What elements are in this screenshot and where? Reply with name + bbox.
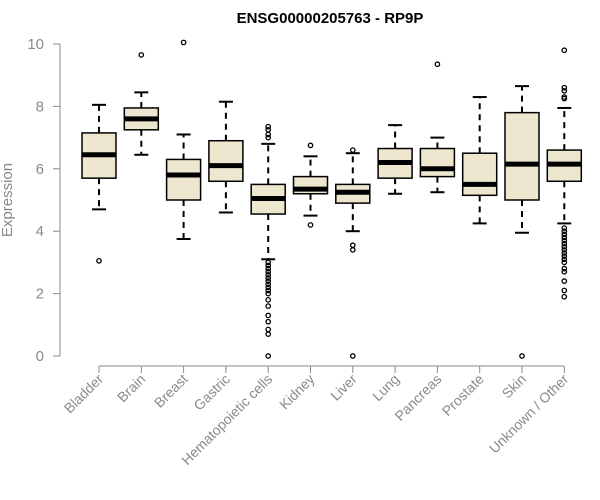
box-group (292, 142, 329, 228)
outlier-point (561, 225, 568, 231)
outlier-point (265, 272, 272, 278)
x-tick-label: Pancreas (391, 371, 444, 424)
outlier-point (265, 265, 272, 272)
iqr-box (165, 158, 202, 201)
box-group (419, 61, 456, 194)
outlier-point (561, 287, 568, 294)
outlier-point (265, 134, 272, 141)
iqr-box (208, 139, 244, 183)
outlier-point (265, 303, 272, 309)
x-tick-label: Kidney (276, 371, 318, 413)
outlier-point (265, 296, 272, 303)
plot-layer (81, 39, 583, 359)
iqr-box (504, 111, 540, 201)
outlier-point (265, 262, 272, 269)
outlier-point (561, 256, 568, 263)
outlier-point (265, 123, 272, 130)
outlier-point (138, 52, 145, 58)
x-tick-label: Lung (369, 371, 402, 404)
outlier-point (265, 275, 272, 281)
outlier-point (561, 95, 568, 102)
box-group (165, 39, 202, 240)
outlier-point (561, 247, 568, 253)
outlier-point (265, 131, 272, 138)
outlier-point (519, 353, 525, 359)
x-tick-label: Prostate (439, 371, 487, 419)
outlier-point (561, 293, 568, 300)
y-tick-label: 8 (36, 98, 44, 115)
outlier-point (265, 290, 272, 297)
outlier-point (561, 240, 568, 247)
outlier-point (265, 287, 272, 294)
outlier-point (561, 228, 568, 235)
y-tick-label: 2 (36, 286, 44, 303)
outlier-point (265, 326, 272, 333)
box-group (377, 124, 413, 195)
outlier-point (561, 250, 568, 256)
outlier-point (561, 234, 568, 241)
y-tick-label: 4 (36, 223, 44, 240)
y-axis-label: Expression (0, 163, 16, 237)
x-tick-label: Liver (327, 371, 360, 404)
outlier-point (561, 87, 568, 94)
outlier-point (561, 265, 568, 272)
outlier-point (349, 247, 356, 253)
outlier-point (307, 142, 314, 149)
y-tick-label: 10 (27, 36, 44, 53)
x-tick-label: Unknown / Other (486, 371, 572, 457)
outlier-point (265, 278, 272, 284)
outlier-point (561, 84, 568, 91)
outlier-point (180, 39, 187, 46)
outlier-point (265, 318, 272, 325)
box-group (335, 147, 371, 359)
outlier-point (265, 281, 272, 288)
outlier-point (561, 231, 568, 238)
box-group (461, 96, 498, 225)
outlier-point (265, 284, 272, 291)
outlier-point (561, 268, 568, 275)
box-group (546, 47, 583, 300)
outlier-point (561, 237, 568, 244)
chart-title: ENSG00000205763 - RP9P (237, 10, 424, 27)
outlier-point (561, 253, 568, 260)
outlier-point (349, 353, 356, 359)
outlier-point (307, 222, 314, 228)
y-tick-label: 6 (36, 161, 44, 178)
box-group (123, 52, 160, 156)
outlier-point (349, 242, 356, 249)
box-group (250, 123, 286, 359)
outlier-point (265, 259, 272, 266)
iqr-box (461, 152, 498, 197)
x-tick-label: Bladder (61, 371, 107, 417)
outlier-point (561, 243, 568, 250)
outlier-point (434, 61, 441, 68)
outlier-point (561, 259, 568, 266)
box-group (81, 103, 117, 264)
outlier-point (265, 312, 272, 319)
x-tick-label: Breast (151, 371, 191, 411)
y-tick-label: 0 (36, 348, 44, 365)
outlier-point (349, 147, 356, 153)
x-tick-label: Skin (499, 371, 530, 402)
box-group (504, 85, 540, 359)
outlier-point (96, 257, 102, 264)
outlier-point (561, 278, 568, 284)
x-tick-label: Brain (114, 371, 148, 405)
outlier-point (561, 47, 568, 54)
outlier-point (265, 331, 272, 338)
box-group (208, 100, 244, 214)
iqr-box (419, 147, 456, 178)
outlier-point (265, 268, 272, 275)
outlier-point (265, 353, 272, 359)
